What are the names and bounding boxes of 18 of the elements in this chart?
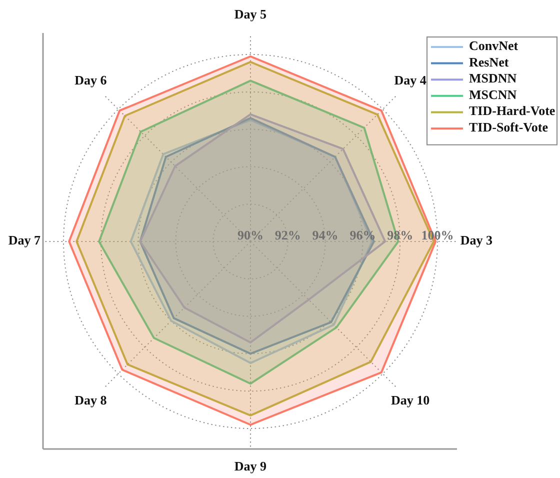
- legend-label: TID-Soft-Vote: [469, 119, 548, 134]
- spoke-label: Day 6: [74, 72, 108, 88]
- spoke-label: Day 9: [234, 458, 268, 474]
- spoke-label: Day 3: [460, 232, 494, 248]
- y-tick-label: 96%: [350, 227, 376, 242]
- legend-label: TID-Hard-Vote: [469, 103, 556, 118]
- legend-label: ResNet: [469, 54, 510, 70]
- y-tick-label: 90%: [238, 227, 264, 242]
- y-tick-label: 94%: [312, 227, 338, 242]
- spoke-label: Day 7: [8, 232, 42, 248]
- spoke-label: Day 8: [74, 392, 108, 408]
- spoke-label: Day 4: [394, 72, 427, 88]
- spoke-label: Day 10: [390, 392, 430, 408]
- legend-label: ConvNet: [469, 38, 519, 53]
- legend-label: MSCNN: [469, 86, 518, 102]
- y-tick-label: 92%: [274, 227, 301, 242]
- spoke-label: Day 5: [234, 6, 268, 22]
- legend-label: MSDNN: [469, 70, 518, 86]
